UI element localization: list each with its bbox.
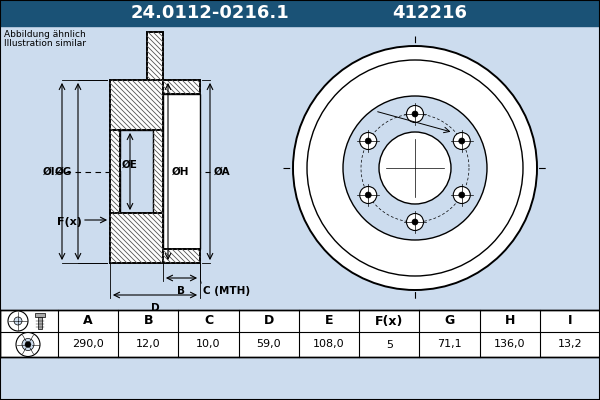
Text: Abbildung ähnlich: Abbildung ähnlich [4,30,86,39]
Bar [120,130,153,213]
Circle shape [8,311,28,331]
Text: A: A [83,314,93,328]
Text: Ø8,6: Ø8,6 [355,93,382,103]
Text: 5: 5 [386,340,393,350]
Text: C (MTH): C (MTH) [203,286,250,296]
Text: 13,2: 13,2 [557,340,582,350]
Circle shape [459,138,465,144]
Text: E: E [325,314,333,328]
Bar [147,32,163,80]
Text: 71,1: 71,1 [437,340,462,350]
Circle shape [407,214,424,230]
Circle shape [16,332,40,356]
Circle shape [365,192,371,198]
Text: G: G [445,314,455,328]
Circle shape [412,219,418,225]
Bar [110,130,120,213]
Text: B: B [143,314,153,328]
Text: B: B [178,286,185,296]
Text: C: C [204,314,213,328]
Circle shape [453,186,470,204]
Bar [110,80,163,130]
Bar [110,213,163,263]
Text: D: D [263,314,274,328]
Text: Illustration similar: Illustration similar [4,39,86,48]
Circle shape [22,338,34,350]
Text: ØG: ØG [55,166,72,176]
Circle shape [14,317,22,325]
Circle shape [307,60,523,276]
Bar [163,80,200,94]
Text: 290,0: 290,0 [72,340,104,350]
Text: ØE: ØE [122,160,138,170]
Text: ØH: ØH [172,167,190,177]
Circle shape [379,132,451,204]
Bar [163,94,200,249]
Circle shape [459,192,465,198]
Circle shape [412,111,418,117]
Circle shape [25,342,31,348]
Text: 412216: 412216 [392,4,467,22]
Circle shape [360,186,377,204]
Circle shape [365,138,371,144]
Text: H: H [505,314,515,328]
Text: D: D [151,303,160,313]
Bar [153,130,163,213]
Circle shape [407,106,424,122]
Text: ØA: ØA [214,167,230,177]
Bar [163,249,200,263]
Text: 136,0: 136,0 [494,340,526,350]
Circle shape [343,96,487,240]
Text: I: I [568,314,572,328]
Bar [35,313,45,317]
Text: F(x): F(x) [57,217,82,227]
Bar [38,317,42,329]
Bar [0,0,600,26]
Text: (3x): (3x) [355,105,379,115]
Text: 10,0: 10,0 [196,340,221,350]
Text: ØI: ØI [43,167,55,177]
Text: 108,0: 108,0 [313,340,345,350]
Circle shape [293,46,537,290]
Bar [0,310,600,357]
Text: 59,0: 59,0 [256,340,281,350]
Circle shape [360,132,377,150]
Text: 24.0112-0216.1: 24.0112-0216.1 [131,4,289,22]
Circle shape [453,132,470,150]
Text: 12,0: 12,0 [136,340,161,350]
Text: F(x): F(x) [375,314,403,328]
